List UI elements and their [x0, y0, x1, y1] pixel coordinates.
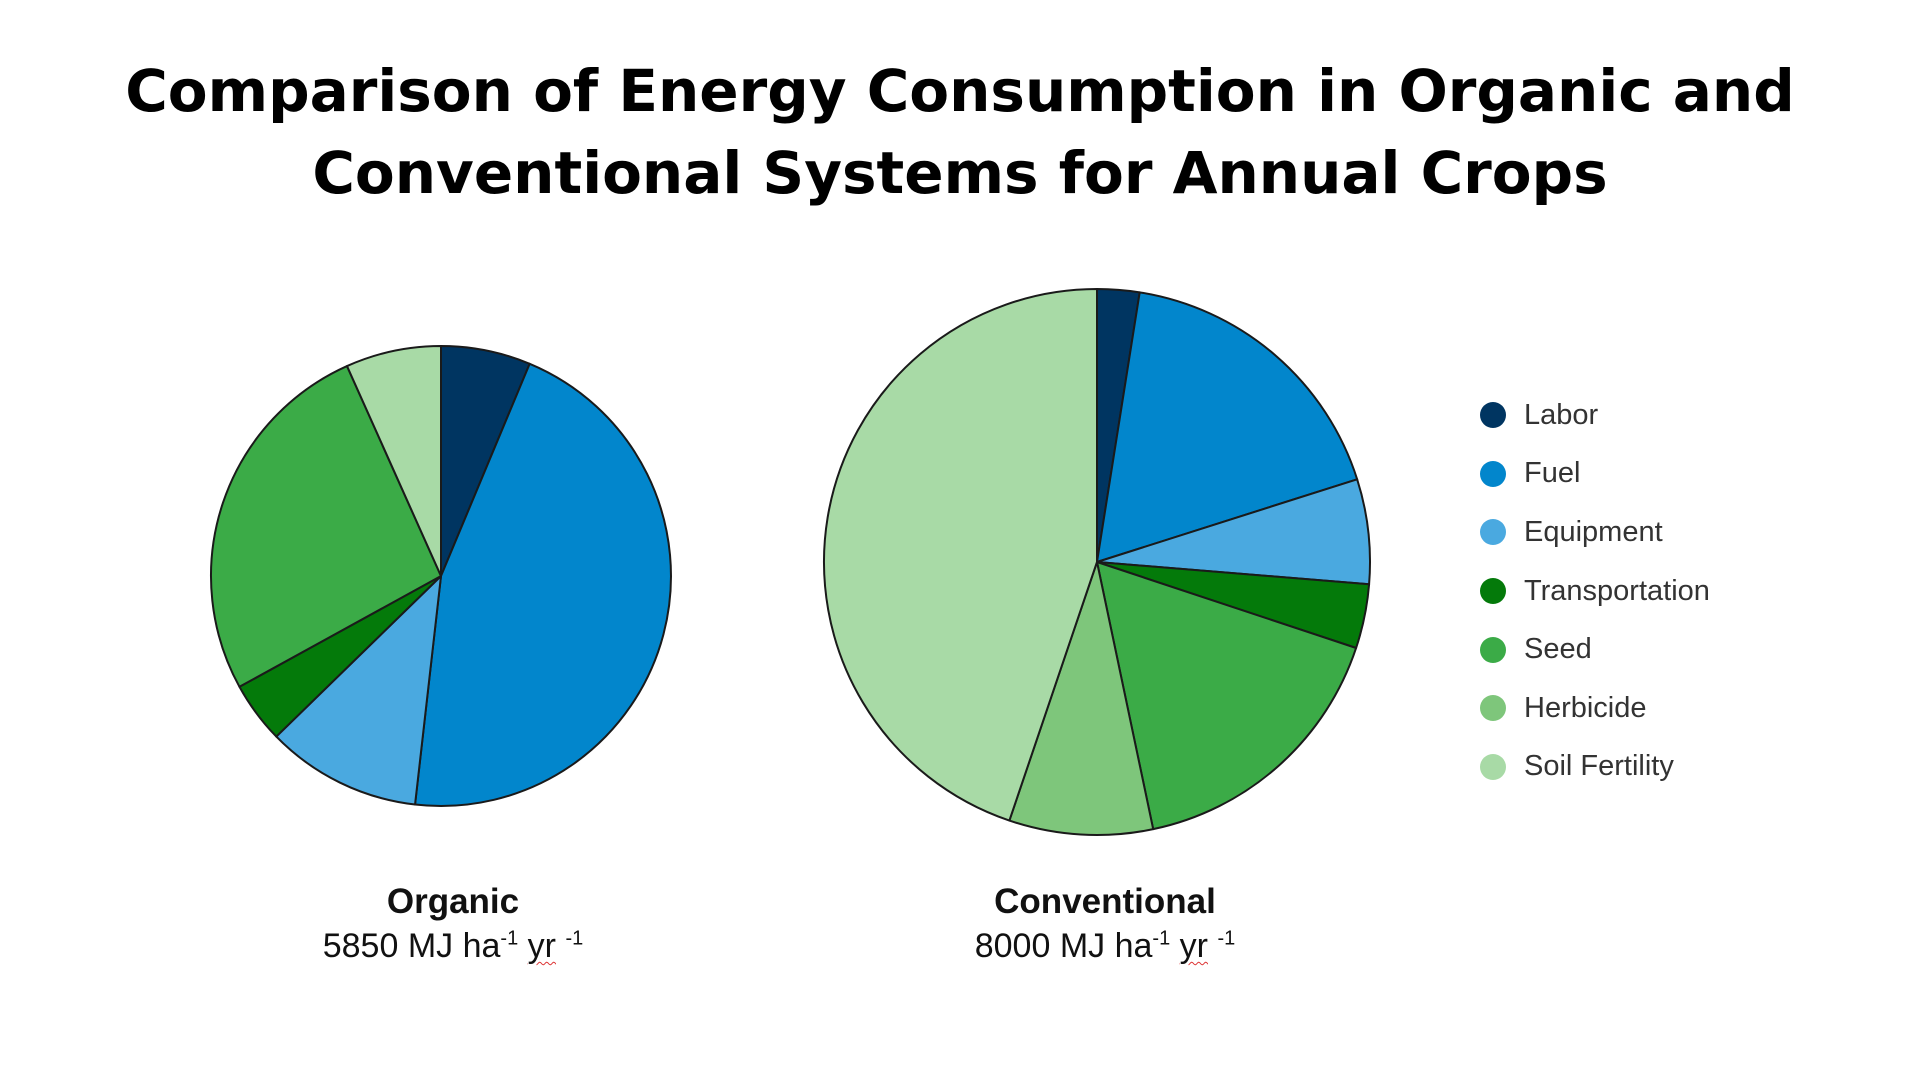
- legend-dot-transportation: [1480, 578, 1506, 605]
- legend-dot-labor: [1480, 402, 1506, 429]
- conventional-total-exp-1: -1: [1152, 927, 1171, 950]
- legend-label-herbicide: Herbicide: [1524, 691, 1647, 724]
- legend-item-labor: Labor: [1480, 386, 1710, 445]
- chart-title: Comparison of Energy Consumption in Orga…: [0, 50, 1920, 214]
- conventional-caption: Conventional 8000 MJ ha-1 yr -1: [855, 880, 1355, 968]
- legend-dot-soil-fertility: [1480, 753, 1506, 780]
- legend-item-transportation: Transportation: [1480, 562, 1710, 621]
- legend: Labor Fuel Equipment Transportation Seed…: [1480, 386, 1710, 796]
- conventional-slice-soil-fertility: [823, 288, 1098, 822]
- organic-slice-fuel: [414, 362, 672, 807]
- legend-item-fuel: Fuel: [1480, 445, 1710, 504]
- conventional-slice-herbicide: [1008, 561, 1155, 836]
- organic-total-yr: yr: [527, 927, 556, 965]
- organic-total-value: 5850: [322, 927, 399, 965]
- legend-label-equipment: Equipment: [1524, 515, 1663, 548]
- conventional-slice-seed: [1096, 561, 1358, 831]
- organic-slice-soil-fertility: [346, 345, 442, 577]
- conventional-total: 8000 MJ ha-1 yr -1: [855, 924, 1355, 968]
- conventional-slice-fuel: [1096, 291, 1359, 563]
- organic-total-unit: MJ ha: [407, 927, 501, 965]
- legend-dot-herbicide: [1480, 695, 1506, 722]
- conventional-total-exp-2: -1: [1217, 927, 1236, 950]
- chart-title-line-1: Comparison of Energy Consumption in Orga…: [125, 57, 1795, 125]
- conventional-total-value: 8000: [974, 927, 1051, 965]
- conventional-label: Conventional: [994, 882, 1216, 921]
- legend-dot-fuel: [1480, 460, 1506, 487]
- legend-label-fuel: Fuel: [1524, 457, 1581, 490]
- organic-total: 5850 MJ ha-1 yr -1: [203, 924, 703, 968]
- legend-item-equipment: Equipment: [1480, 503, 1710, 562]
- organic-total-exp-2: -1: [565, 927, 584, 950]
- legend-item-seed: Seed: [1480, 620, 1710, 679]
- legend-label-transportation: Transportation: [1524, 574, 1710, 607]
- legend-dot-equipment: [1480, 519, 1506, 546]
- conventional-pie: [823, 288, 1371, 836]
- organic-label: Organic: [386, 882, 520, 921]
- organic-slice-equipment: [275, 575, 442, 806]
- legend-dot-seed: [1480, 636, 1506, 663]
- organic-pie: [210, 345, 672, 807]
- legend-label-labor: Labor: [1524, 398, 1599, 431]
- legend-item-herbicide: Herbicide: [1480, 679, 1710, 738]
- organic-caption: Organic 5850 MJ ha-1 yr -1: [203, 880, 703, 968]
- conventional-total-yr: yr: [1179, 927, 1208, 965]
- legend-label-seed: Seed: [1524, 633, 1592, 666]
- chart-title-line-2: Conventional Systems for Annual Crops: [312, 139, 1608, 207]
- conventional-total-unit: MJ ha: [1059, 927, 1153, 965]
- organic-slice-seed: [210, 365, 442, 688]
- legend-item-soil-fertility: Soil Fertility: [1480, 738, 1710, 797]
- legend-label-soil-fertility: Soil Fertility: [1524, 750, 1674, 783]
- organic-total-exp-1: -1: [500, 927, 519, 950]
